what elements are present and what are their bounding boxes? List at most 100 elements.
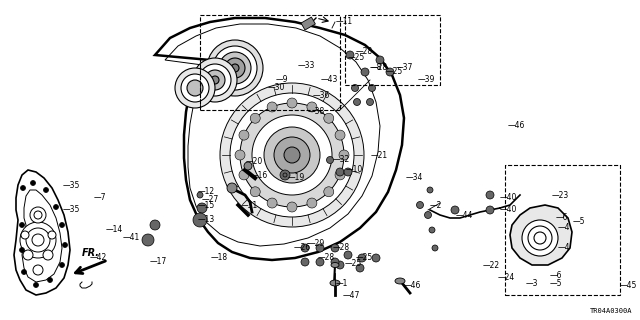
Text: —36: —36 bbox=[313, 91, 330, 100]
Text: —21: —21 bbox=[371, 150, 388, 159]
Circle shape bbox=[213, 46, 257, 90]
Text: —41: —41 bbox=[123, 234, 140, 243]
Text: —22: —22 bbox=[483, 260, 500, 269]
Circle shape bbox=[197, 203, 207, 213]
Circle shape bbox=[205, 70, 225, 90]
Circle shape bbox=[324, 113, 334, 123]
Text: —43: —43 bbox=[321, 76, 339, 84]
Text: —39: —39 bbox=[418, 76, 435, 84]
Circle shape bbox=[376, 56, 384, 64]
Circle shape bbox=[181, 74, 209, 102]
Text: —18: —18 bbox=[211, 253, 228, 262]
Text: —5: —5 bbox=[573, 218, 586, 227]
Circle shape bbox=[231, 64, 239, 72]
Circle shape bbox=[356, 264, 364, 272]
Text: —12: —12 bbox=[198, 188, 215, 196]
Text: TR04A0300A: TR04A0300A bbox=[589, 308, 632, 314]
Circle shape bbox=[60, 262, 65, 268]
Circle shape bbox=[43, 250, 53, 260]
Circle shape bbox=[486, 191, 494, 199]
Circle shape bbox=[239, 130, 249, 140]
Circle shape bbox=[20, 186, 26, 190]
Bar bbox=[345, 15, 440, 85]
Text: —3: —3 bbox=[526, 278, 538, 287]
Text: —44: —44 bbox=[456, 211, 474, 220]
Text: —35: —35 bbox=[63, 205, 81, 214]
Text: —30: —30 bbox=[268, 84, 285, 92]
Circle shape bbox=[429, 227, 435, 233]
Text: —16: —16 bbox=[251, 171, 268, 180]
Text: —28: —28 bbox=[333, 244, 350, 252]
Ellipse shape bbox=[330, 280, 340, 286]
Text: —46: —46 bbox=[404, 281, 421, 290]
Circle shape bbox=[23, 250, 33, 260]
Text: —37: —37 bbox=[396, 63, 413, 73]
Circle shape bbox=[358, 254, 366, 262]
Circle shape bbox=[301, 244, 309, 252]
Circle shape bbox=[267, 102, 277, 112]
Ellipse shape bbox=[395, 278, 405, 284]
Circle shape bbox=[244, 162, 252, 170]
Circle shape bbox=[219, 52, 251, 84]
Circle shape bbox=[264, 127, 320, 183]
Text: —7: —7 bbox=[94, 194, 106, 203]
Text: —40: —40 bbox=[500, 205, 517, 214]
Text: —26: —26 bbox=[294, 244, 311, 252]
Polygon shape bbox=[510, 205, 572, 265]
Circle shape bbox=[225, 58, 245, 78]
Circle shape bbox=[336, 261, 344, 269]
Text: —33: —33 bbox=[298, 60, 316, 69]
Circle shape bbox=[199, 64, 231, 96]
Text: —31: —31 bbox=[241, 201, 259, 210]
Circle shape bbox=[335, 170, 345, 180]
Text: —15: —15 bbox=[198, 202, 215, 211]
Text: —25: —25 bbox=[345, 260, 362, 268]
Circle shape bbox=[63, 243, 67, 247]
Circle shape bbox=[22, 269, 26, 275]
Text: —1: —1 bbox=[336, 278, 348, 287]
Circle shape bbox=[21, 231, 29, 239]
Circle shape bbox=[284, 147, 300, 163]
Circle shape bbox=[336, 168, 344, 176]
Bar bbox=[505, 165, 620, 295]
Text: —6: —6 bbox=[550, 270, 563, 279]
Circle shape bbox=[486, 206, 494, 214]
Text: —28: —28 bbox=[318, 253, 335, 262]
Circle shape bbox=[427, 187, 433, 193]
Circle shape bbox=[230, 93, 354, 217]
Circle shape bbox=[307, 102, 317, 112]
Text: —5: —5 bbox=[550, 278, 563, 287]
Circle shape bbox=[197, 192, 203, 198]
Text: —35: —35 bbox=[63, 180, 81, 189]
Circle shape bbox=[344, 251, 352, 259]
Text: —14: —14 bbox=[106, 226, 124, 235]
Circle shape bbox=[351, 84, 358, 92]
Text: —13: —13 bbox=[198, 215, 215, 225]
Bar bbox=[301, 17, 316, 30]
Circle shape bbox=[235, 150, 245, 160]
Text: —2: —2 bbox=[430, 201, 442, 210]
Text: —25: —25 bbox=[348, 53, 365, 62]
Circle shape bbox=[250, 113, 260, 123]
Circle shape bbox=[34, 211, 42, 219]
Circle shape bbox=[287, 202, 297, 212]
Ellipse shape bbox=[331, 262, 339, 268]
Text: —27: —27 bbox=[202, 196, 220, 204]
Circle shape bbox=[274, 137, 310, 173]
Circle shape bbox=[451, 206, 459, 214]
Circle shape bbox=[54, 204, 58, 210]
Circle shape bbox=[19, 222, 24, 228]
Circle shape bbox=[187, 80, 203, 96]
Text: —47: —47 bbox=[343, 291, 360, 300]
Circle shape bbox=[316, 244, 324, 252]
Circle shape bbox=[44, 188, 49, 193]
Circle shape bbox=[280, 170, 290, 180]
Circle shape bbox=[339, 150, 349, 160]
Circle shape bbox=[331, 244, 339, 252]
Circle shape bbox=[324, 187, 334, 197]
Text: —28: —28 bbox=[371, 63, 388, 73]
Circle shape bbox=[367, 99, 374, 106]
Text: —25: —25 bbox=[386, 68, 403, 76]
Circle shape bbox=[207, 40, 263, 96]
Circle shape bbox=[267, 198, 277, 208]
